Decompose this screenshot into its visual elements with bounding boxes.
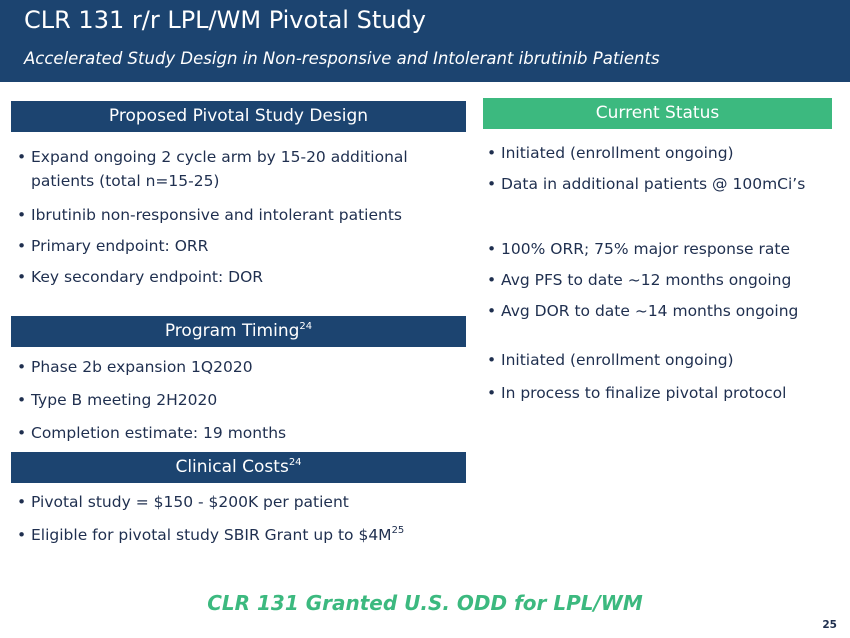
page-number: 25: [822, 619, 837, 631]
page-subtitle: Accelerated Study Design in Non-responsi…: [24, 49, 660, 68]
header-banner: CLR 131 r/r LPL/WM Pivotal Study Acceler…: [0, 0, 850, 82]
costs-heading: Clinical Costs24: [11, 452, 466, 483]
timing-bullet: Type B meeting 2H2020: [17, 389, 286, 411]
status-bullet: Avg PFS to date ~12 months ongoing: [487, 269, 798, 291]
status-heading: Current Status: [483, 98, 832, 129]
timing-heading-ref: 24: [299, 321, 313, 332]
status-group-3: Initiated (enrollment ongoing) In proces…: [487, 349, 786, 404]
status-bullet: Data in additional patients @ 100mCi’s: [487, 173, 805, 195]
design-bullet: Ibrutinib non-responsive and intolerant …: [17, 204, 402, 226]
costs-bullet: Pivotal study = $150 - $200K per patient: [17, 491, 404, 513]
timing-heading: Program Timing24: [11, 316, 466, 347]
design-heading-text: Proposed Pivotal Study Design: [108, 106, 369, 126]
status-group-1: Initiated (enrollment ongoing) Data in a…: [487, 142, 805, 195]
costs-bullet-list: Pivotal study = $150 - $200K per patient…: [17, 491, 404, 546]
timing-bullet: Completion estimate: 19 months: [17, 422, 286, 444]
status-bullet: Avg DOR to date ~14 months ongoing: [487, 300, 798, 322]
design-heading: Proposed Pivotal Study Design: [11, 101, 466, 132]
costs-heading-ref: 24: [288, 457, 302, 468]
design-bullet-list-2: Ibrutinib non-responsive and intolerant …: [17, 204, 402, 288]
status-heading-text: Current Status: [595, 103, 720, 123]
timing-bullet-list: Phase 2b expansion 1Q2020 Type B meeting…: [17, 356, 286, 444]
design-bullet: Expand ongoing 2 cycle arm by 15-20 addi…: [17, 146, 408, 168]
status-group-2: 100% ORR; 75% major response rate Avg PF…: [487, 238, 798, 322]
design-bullet-list: Expand ongoing 2 cycle arm by 15-20 addi…: [17, 146, 408, 168]
costs-bullet: Eligible for pivotal study SBIR Grant up…: [17, 524, 404, 546]
status-bullet: Initiated (enrollment ongoing): [487, 142, 805, 164]
design-bullet: Primary endpoint: ORR: [17, 235, 402, 257]
page-title: CLR 131 r/r LPL/WM Pivotal Study: [24, 6, 426, 34]
status-bullet: 100% ORR; 75% major response rate: [487, 238, 798, 260]
design-bullet: Key secondary endpoint: DOR: [17, 266, 402, 288]
design-bullet-continuation: patients (total n=15-25): [31, 172, 220, 190]
status-bullet: In process to finalize pivotal protocol: [487, 382, 786, 404]
timing-bullet: Phase 2b expansion 1Q2020: [17, 356, 286, 378]
odd-announcement: CLR 131 Granted U.S. ODD for LPL/WM: [207, 591, 643, 615]
status-bullet: Initiated (enrollment ongoing): [487, 349, 786, 371]
costs-heading-text: Clinical Costs: [175, 457, 289, 477]
costs-bullet-ref: 25: [391, 525, 405, 536]
timing-heading-text: Program Timing: [164, 321, 300, 341]
